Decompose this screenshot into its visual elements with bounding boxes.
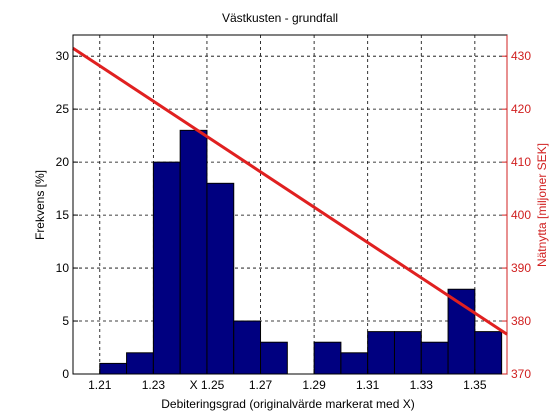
histogram-bar bbox=[474, 331, 503, 375]
x-axis-ticks: 1.21 1.23 X 1.25 1.27 1.29 1.31 1.33 1.35 bbox=[88, 369, 487, 392]
histogram-bar bbox=[126, 352, 154, 375]
right-y-tick-label: 400 bbox=[511, 208, 531, 222]
histogram-bar bbox=[152, 161, 181, 375]
histogram-bar bbox=[420, 341, 449, 375]
chart-title: Västkusten - grundfall bbox=[222, 11, 338, 25]
right-y-tick-label: 370 bbox=[511, 367, 531, 381]
x-tick-label: 1.35 bbox=[463, 378, 487, 392]
x-tick-label: 1.29 bbox=[302, 378, 326, 392]
left-y-tick-label: 5 bbox=[62, 314, 69, 328]
x-tick-label: 1.27 bbox=[249, 378, 273, 392]
right-y-tick-label: 380 bbox=[511, 314, 531, 328]
left-y-tick-label: 20 bbox=[56, 155, 70, 169]
net-benefit-series bbox=[72, 46, 508, 336]
x-axis-label: Debiteringsgrad (originalvärde markerat … bbox=[161, 397, 414, 411]
left-y-tick-label: 25 bbox=[56, 102, 70, 116]
histogram-bars bbox=[99, 129, 503, 375]
plot-frame bbox=[72, 34, 508, 375]
net-benefit-line bbox=[72, 46, 508, 336]
histogram-bar bbox=[393, 331, 422, 375]
x-tick-label: X 1.25 bbox=[190, 378, 225, 392]
histogram-bar bbox=[367, 331, 395, 375]
left-y-axis-label: Frekvens [%] bbox=[33, 170, 47, 240]
x-tick-label: 1.31 bbox=[356, 378, 380, 392]
right-y-tick-label: 410 bbox=[511, 155, 531, 169]
left-y-axis-ticks: 0 5 10 15 20 25 30 bbox=[56, 49, 78, 381]
x-tick-label: 1.21 bbox=[88, 378, 112, 392]
histogram-bar bbox=[313, 341, 342, 375]
histogram-bar bbox=[99, 362, 128, 375]
left-y-tick-label: 10 bbox=[56, 261, 70, 275]
right-y-tick-label: 430 bbox=[511, 49, 531, 63]
histogram-bar bbox=[340, 352, 369, 375]
right-y-axis-label: Nätnytta [miljoner SEK] bbox=[535, 143, 549, 267]
x-tick-label: 1.23 bbox=[142, 378, 166, 392]
histogram-bar bbox=[179, 129, 208, 375]
histogram-bar bbox=[233, 320, 262, 375]
histogram-bar bbox=[260, 341, 288, 375]
grid-lines bbox=[73, 35, 507, 375]
histogram-bar bbox=[447, 288, 476, 375]
left-y-tick-label: 15 bbox=[56, 208, 70, 222]
x-tick-label: 1.33 bbox=[410, 378, 434, 392]
right-y-tick-label: 390 bbox=[511, 261, 531, 275]
right-y-axis-ticks: 370 380 390 400 410 420 430 bbox=[502, 35, 531, 381]
left-y-tick-label: 30 bbox=[56, 49, 70, 63]
left-y-tick-label: 0 bbox=[62, 367, 69, 381]
right-y-tick-label: 420 bbox=[511, 102, 531, 116]
histogram-bar bbox=[206, 182, 235, 375]
